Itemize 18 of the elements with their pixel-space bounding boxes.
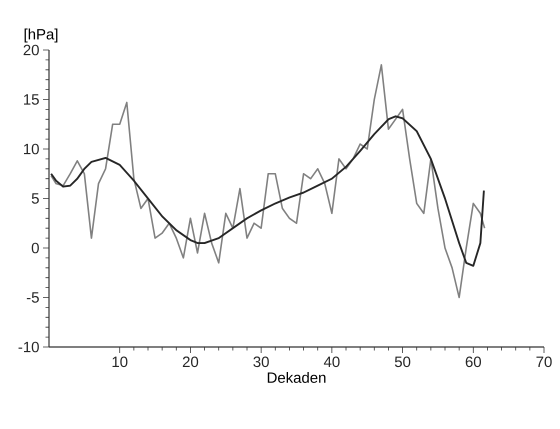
y-tick-label: 10 (24, 144, 39, 154)
y-tick-label: -10 (18, 342, 39, 352)
x-tick-label: 30 (253, 356, 269, 368)
line-series (50, 115, 485, 267)
line-series (50, 64, 486, 298)
x-tick-label: 60 (466, 356, 482, 368)
y-tick-label: -5 (26, 292, 39, 303)
x-tick-label: 10 (112, 356, 128, 368)
x-axis-title: Dekaden (268, 372, 326, 383)
x-tick-label: 40 (324, 356, 340, 368)
y-tick-label: 0 (32, 242, 39, 254)
x-tick-label: 50 (394, 356, 410, 368)
x-tick-label: 20 (182, 356, 198, 368)
y-tick-label: 15 (24, 94, 39, 105)
y-axis-title: [hPa] (24, 28, 58, 42)
x-tick-label: 70 (536, 356, 552, 368)
y-tick-label: 20 (24, 44, 39, 56)
y-tick-label: 5 (32, 193, 39, 204)
